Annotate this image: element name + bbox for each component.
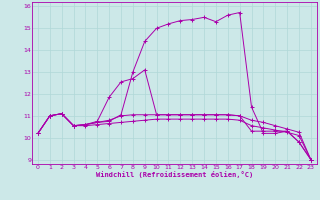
- X-axis label: Windchill (Refroidissement éolien,°C): Windchill (Refroidissement éolien,°C): [96, 171, 253, 178]
